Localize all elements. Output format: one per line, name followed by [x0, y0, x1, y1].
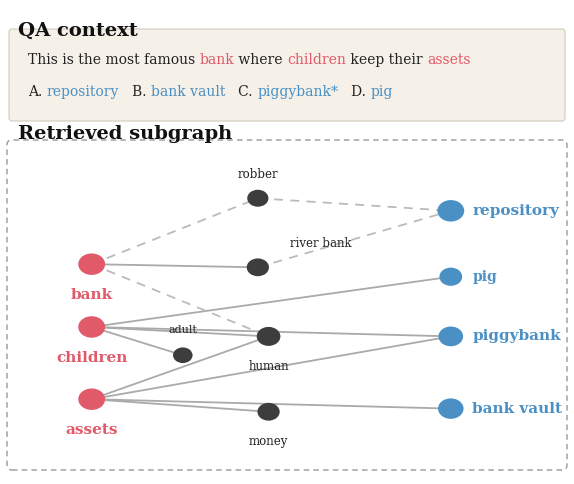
Text: This is the most famous: This is the most famous — [28, 53, 200, 67]
Text: adult: adult — [168, 325, 197, 335]
Text: B.: B. — [119, 85, 151, 99]
Text: D.: D. — [338, 85, 370, 99]
Text: where: where — [234, 53, 287, 67]
Text: money: money — [249, 435, 288, 448]
Text: C.: C. — [225, 85, 257, 99]
Text: children: children — [56, 350, 127, 364]
Text: piggybank: piggybank — [472, 330, 561, 344]
Ellipse shape — [78, 389, 105, 410]
Ellipse shape — [439, 327, 463, 346]
Text: bank: bank — [71, 287, 113, 302]
Text: human: human — [248, 360, 289, 373]
FancyBboxPatch shape — [7, 140, 567, 470]
Text: piggybank*: piggybank* — [257, 85, 338, 99]
Text: A.: A. — [28, 85, 46, 99]
Ellipse shape — [438, 398, 464, 419]
Text: keep their: keep their — [346, 53, 427, 67]
Ellipse shape — [257, 403, 280, 421]
Text: pig: pig — [472, 270, 497, 284]
Text: Retrieved subgraph: Retrieved subgraph — [18, 125, 232, 143]
Ellipse shape — [440, 268, 462, 286]
FancyBboxPatch shape — [9, 29, 565, 121]
Text: QA context: QA context — [18, 22, 138, 40]
Text: bank vault: bank vault — [472, 402, 563, 416]
Text: repository: repository — [46, 85, 119, 99]
Ellipse shape — [247, 258, 269, 276]
Ellipse shape — [78, 254, 105, 275]
Ellipse shape — [173, 348, 193, 363]
Text: repository: repository — [472, 204, 559, 218]
Ellipse shape — [247, 190, 269, 207]
Text: bank vault: bank vault — [151, 85, 225, 99]
Text: pig: pig — [370, 85, 393, 99]
Text: bank: bank — [200, 53, 234, 67]
Ellipse shape — [78, 316, 105, 338]
Text: children: children — [287, 53, 346, 67]
Text: robber: robber — [238, 168, 278, 181]
Ellipse shape — [437, 200, 464, 222]
Text: assets: assets — [65, 423, 118, 437]
Ellipse shape — [257, 327, 281, 346]
Text: assets: assets — [427, 53, 471, 67]
Text: river bank: river bank — [290, 237, 352, 250]
